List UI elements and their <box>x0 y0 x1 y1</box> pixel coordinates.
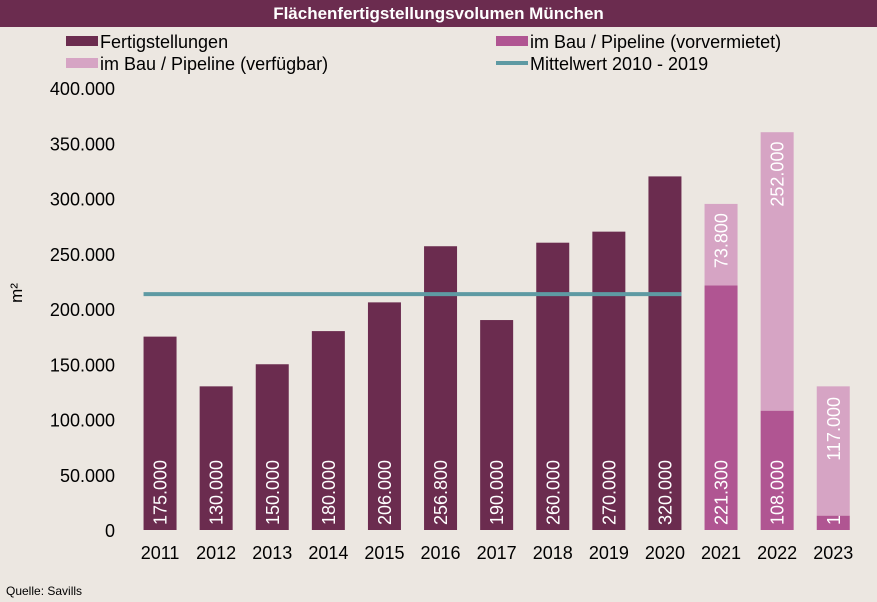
y-tick-label: 350.000 <box>50 134 115 154</box>
bar-value-label: 180.000 <box>319 460 339 525</box>
bar-value-label: 252.000 <box>768 142 788 207</box>
x-tick-label: 2018 <box>533 543 573 563</box>
y-axis-label: m² <box>7 283 26 303</box>
y-axis: 0 50.000 100.000 150.000 200.000 250.000 300.0… <box>7 79 115 541</box>
y-tick-label: 400.000 <box>50 79 115 99</box>
x-tick-label: 2023 <box>813 543 853 563</box>
bar <box>760 132 794 411</box>
bar <box>816 515 850 530</box>
bar-value-label: 221.300 <box>712 460 732 525</box>
x-axis: 2011 2012 2013 2014 2015 2016 2017 2018 2019 2020… <box>141 543 854 563</box>
x-tick-label: 2011 <box>141 543 180 563</box>
bar-value-label: 175.000 <box>151 460 171 525</box>
y-tick-label: 50.000 <box>60 466 115 486</box>
bar <box>199 386 233 530</box>
legend-swatch <box>66 58 98 68</box>
x-tick-label: 2020 <box>645 543 685 563</box>
legend-label: im Bau / Pipeline (vorvermietet) <box>530 32 781 52</box>
y-tick-label: 200.000 <box>50 300 115 320</box>
legend: Fertigstellungen im Bau / Pipeline (vorve… <box>66 32 781 74</box>
legend-label: im Bau / Pipeline (verfügbar) <box>100 54 328 74</box>
bar <box>480 320 514 530</box>
bar <box>816 386 850 516</box>
bar <box>704 203 738 286</box>
bar-value-label: 150.000 <box>263 460 283 525</box>
bar-value-label: 260.000 <box>543 460 563 525</box>
bar <box>592 231 626 530</box>
bar-value-label: 256.800 <box>431 460 451 525</box>
x-tick-label: 2022 <box>757 543 797 563</box>
x-tick-label: 2014 <box>308 543 348 563</box>
bar-value-label: 108.000 <box>768 460 788 525</box>
x-tick-label: 2016 <box>421 543 461 563</box>
bar <box>704 285 738 530</box>
source-note: Quelle: Savills <box>6 584 83 598</box>
legend-swatch <box>66 36 98 46</box>
bars: 175.000 130.000 150.000 180.000 206.000 256.8… <box>143 132 850 530</box>
chart-title: Flächenfertigstellungsvolumen München <box>0 0 877 27</box>
bar <box>367 302 401 530</box>
bar-value-label: 130.000 <box>207 460 227 525</box>
legend-label: Mittelwert 2010 - 2019 <box>530 54 708 74</box>
bar <box>536 242 570 530</box>
x-tick-label: 2015 <box>364 543 404 563</box>
y-tick-label: 0 <box>105 521 115 541</box>
bar-value-label: 270.000 <box>599 460 619 525</box>
bar-value-label: 73.800 <box>712 213 732 268</box>
y-tick-label: 250.000 <box>50 245 115 265</box>
x-tick-label: 2017 <box>477 543 517 563</box>
legend-swatch <box>496 36 528 46</box>
bar <box>760 410 794 530</box>
bar-value-label: 206.000 <box>375 460 395 525</box>
bar-value-label: 320.000 <box>655 460 675 525</box>
x-tick-label: 2012 <box>196 543 236 563</box>
legend-label: Fertigstellungen <box>100 32 228 52</box>
x-tick-label: 2021 <box>701 543 741 563</box>
bar <box>311 331 345 530</box>
bar-value-label: 190.000 <box>487 460 507 525</box>
y-tick-label: 300.000 <box>50 190 115 210</box>
y-tick-label: 150.000 <box>50 355 115 375</box>
bar <box>255 364 289 530</box>
x-tick-label: 2013 <box>252 543 292 563</box>
bar <box>648 176 682 530</box>
bar <box>143 336 177 530</box>
x-tick-label: 2019 <box>589 543 629 563</box>
bar-value-label: 117.000 <box>824 397 844 461</box>
y-tick-label: 100.000 <box>50 411 115 431</box>
